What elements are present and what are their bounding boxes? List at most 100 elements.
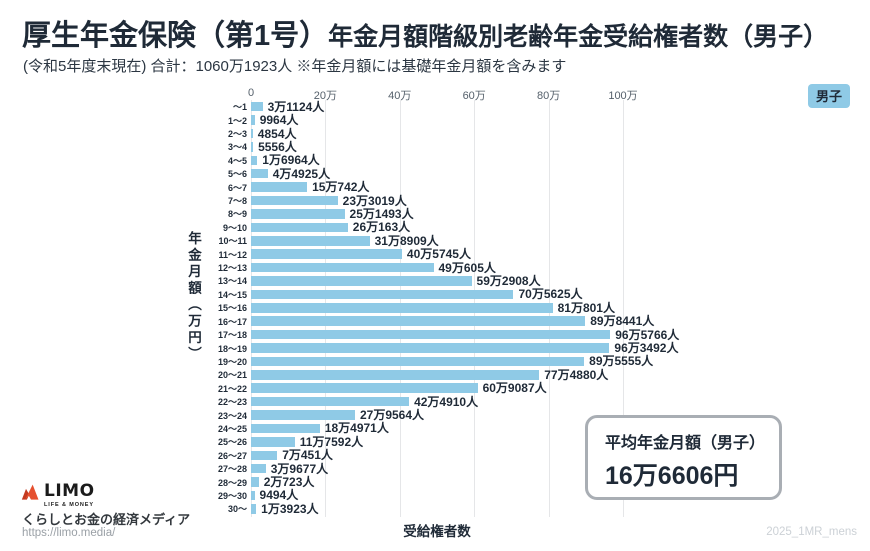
bar bbox=[251, 370, 540, 380]
bar bbox=[251, 316, 586, 326]
page-subtitle: (令和5年度末現在) 合計：1060万1923人 ※年金月額には基礎年金月額を含… bbox=[23, 58, 567, 75]
value-label: 81万801人 bbox=[557, 300, 615, 315]
category-label: 15～16 bbox=[217, 303, 247, 314]
category-label: 16～17 bbox=[217, 316, 247, 327]
bar bbox=[251, 195, 338, 206]
value-label: 1万3923人 bbox=[261, 501, 319, 516]
category-label: 1～2 bbox=[227, 115, 247, 126]
value-label: 5556人 bbox=[258, 139, 297, 154]
bar-row: 4～5 1万6964人 bbox=[0, 154, 870, 167]
value-label: 96万3492人 bbox=[614, 341, 679, 356]
watermark-label: 2025_1MR_mens bbox=[766, 526, 857, 538]
category-label: 2～3 bbox=[227, 129, 247, 140]
bar bbox=[251, 477, 259, 487]
category-label: 11～12 bbox=[218, 249, 247, 260]
bar bbox=[251, 128, 253, 139]
bar-row: 25～26 11万7592人 bbox=[0, 435, 870, 448]
category-label: 13～14 bbox=[217, 276, 247, 287]
bar bbox=[251, 383, 478, 393]
bar-row: 23～24 27万9564人 bbox=[0, 408, 870, 421]
bar-row: 28～29 2万723人 bbox=[0, 475, 870, 488]
page-title-main: 厚生年金保険（第1号） bbox=[22, 20, 329, 52]
category-label: 26～27 bbox=[217, 450, 247, 461]
bar-row: 1～2 9964人 bbox=[0, 113, 870, 126]
category-label: 19～20 bbox=[217, 356, 247, 367]
bar bbox=[251, 101, 263, 112]
value-label: 9964人 bbox=[259, 113, 299, 128]
page-title-sub: 年金月額階級別老齢年金受給権者数（男子） bbox=[328, 23, 829, 51]
x-tick-label: 40万 bbox=[388, 90, 412, 102]
bar bbox=[251, 396, 410, 407]
bar-row: ～1 3万1124人 bbox=[0, 100, 870, 113]
value-label: 89万5555人 bbox=[589, 354, 654, 369]
x-axis-label: 受給権者数 bbox=[403, 524, 471, 539]
bar-row: 2～3 4854人 bbox=[0, 127, 870, 140]
gridline bbox=[623, 100, 624, 517]
bar-row: 29～30 9494人 bbox=[0, 489, 870, 502]
category-label: 25～26 bbox=[217, 437, 247, 448]
category-label: 21～22 bbox=[217, 383, 247, 394]
x-tick-label: 80万 bbox=[536, 90, 561, 102]
category-label: 23～24 bbox=[217, 410, 247, 421]
bar bbox=[251, 504, 257, 514]
category-label: 8～9 bbox=[227, 209, 247, 220]
bar bbox=[251, 490, 255, 501]
value-label: 27万9564人 bbox=[359, 408, 425, 423]
value-label: 4万4925人 bbox=[272, 166, 331, 181]
bar-row: 26～27 7万451人 bbox=[0, 449, 870, 462]
value-label: 3万1124人 bbox=[267, 99, 325, 114]
category-label: 29～30 bbox=[217, 490, 247, 501]
bar bbox=[251, 276, 472, 286]
bar bbox=[251, 236, 370, 246]
bar bbox=[251, 289, 514, 300]
bar-row: 9～10 26万163人 bbox=[0, 221, 870, 234]
bar-row: 20～21 77万4880人 bbox=[0, 368, 870, 381]
bar-row: 19～20 89万5555人 bbox=[0, 355, 870, 368]
value-label: 3万9677人 bbox=[270, 461, 329, 476]
bar bbox=[251, 182, 308, 192]
category-label: 7～8 bbox=[227, 196, 247, 207]
x-tick-label: 100万 bbox=[608, 90, 638, 102]
category-label: 18～19 bbox=[217, 343, 247, 354]
bar-row: 22～23 42万4910人 bbox=[0, 395, 870, 408]
bar-row: 13～14 59万2908人 bbox=[0, 274, 870, 287]
bar bbox=[251, 209, 345, 219]
category-label: 5～6 bbox=[227, 169, 247, 180]
value-label: 9494人 bbox=[259, 488, 299, 503]
bar-row: 8～9 25万1493人 bbox=[0, 207, 870, 220]
bar bbox=[251, 142, 254, 152]
category-label: 12～13 bbox=[217, 263, 247, 274]
bar bbox=[251, 329, 611, 340]
value-label: 23万3019人 bbox=[342, 193, 407, 208]
bar bbox=[251, 356, 585, 367]
value-label: 25万1493人 bbox=[349, 206, 414, 221]
bar bbox=[251, 115, 255, 125]
bar-row: 7～8 23万3019人 bbox=[0, 194, 870, 207]
bar-row: 11～12 40万5745人 bbox=[0, 247, 870, 260]
bar bbox=[251, 262, 434, 273]
category-label: 3～4 bbox=[227, 142, 247, 153]
value-label: 59万2908人 bbox=[476, 273, 541, 288]
bar bbox=[251, 450, 278, 461]
bar-row: 12～13 49万605人 bbox=[0, 261, 870, 274]
value-label: 7万451人 bbox=[282, 448, 333, 463]
limo-logo-icon bbox=[21, 483, 41, 508]
footer-description: くらしとお金の経済メディア bbox=[22, 512, 191, 527]
x-tick-label: 60万 bbox=[462, 90, 486, 102]
category-label: 30～ bbox=[227, 504, 247, 515]
value-label: 26万163人 bbox=[352, 220, 411, 235]
value-label: 4854人 bbox=[257, 126, 297, 141]
category-label: 20～21 bbox=[217, 370, 247, 381]
value-label: 89万8441人 bbox=[590, 314, 655, 329]
category-label: 9～10 bbox=[222, 222, 247, 233]
x-tick-label: 0 bbox=[247, 87, 255, 99]
average-pension-box: 平均年金月額（男子） 16万6606円 bbox=[585, 415, 782, 500]
bar bbox=[251, 437, 295, 447]
category-label: 27～28 bbox=[217, 464, 247, 475]
average-pension-value: 16万6606円 bbox=[605, 462, 739, 490]
plot-area: ～1 3万1124人 1～2 9964人 2～3 4854人 3～4 5556人 4～5 1万69… bbox=[0, 100, 870, 516]
page-title: 厚生年金保険（第1号）年金月額階級別老齢年金受給権者数（男子） bbox=[22, 12, 828, 54]
category-label: 4～5 bbox=[227, 155, 247, 166]
bar bbox=[251, 249, 402, 259]
